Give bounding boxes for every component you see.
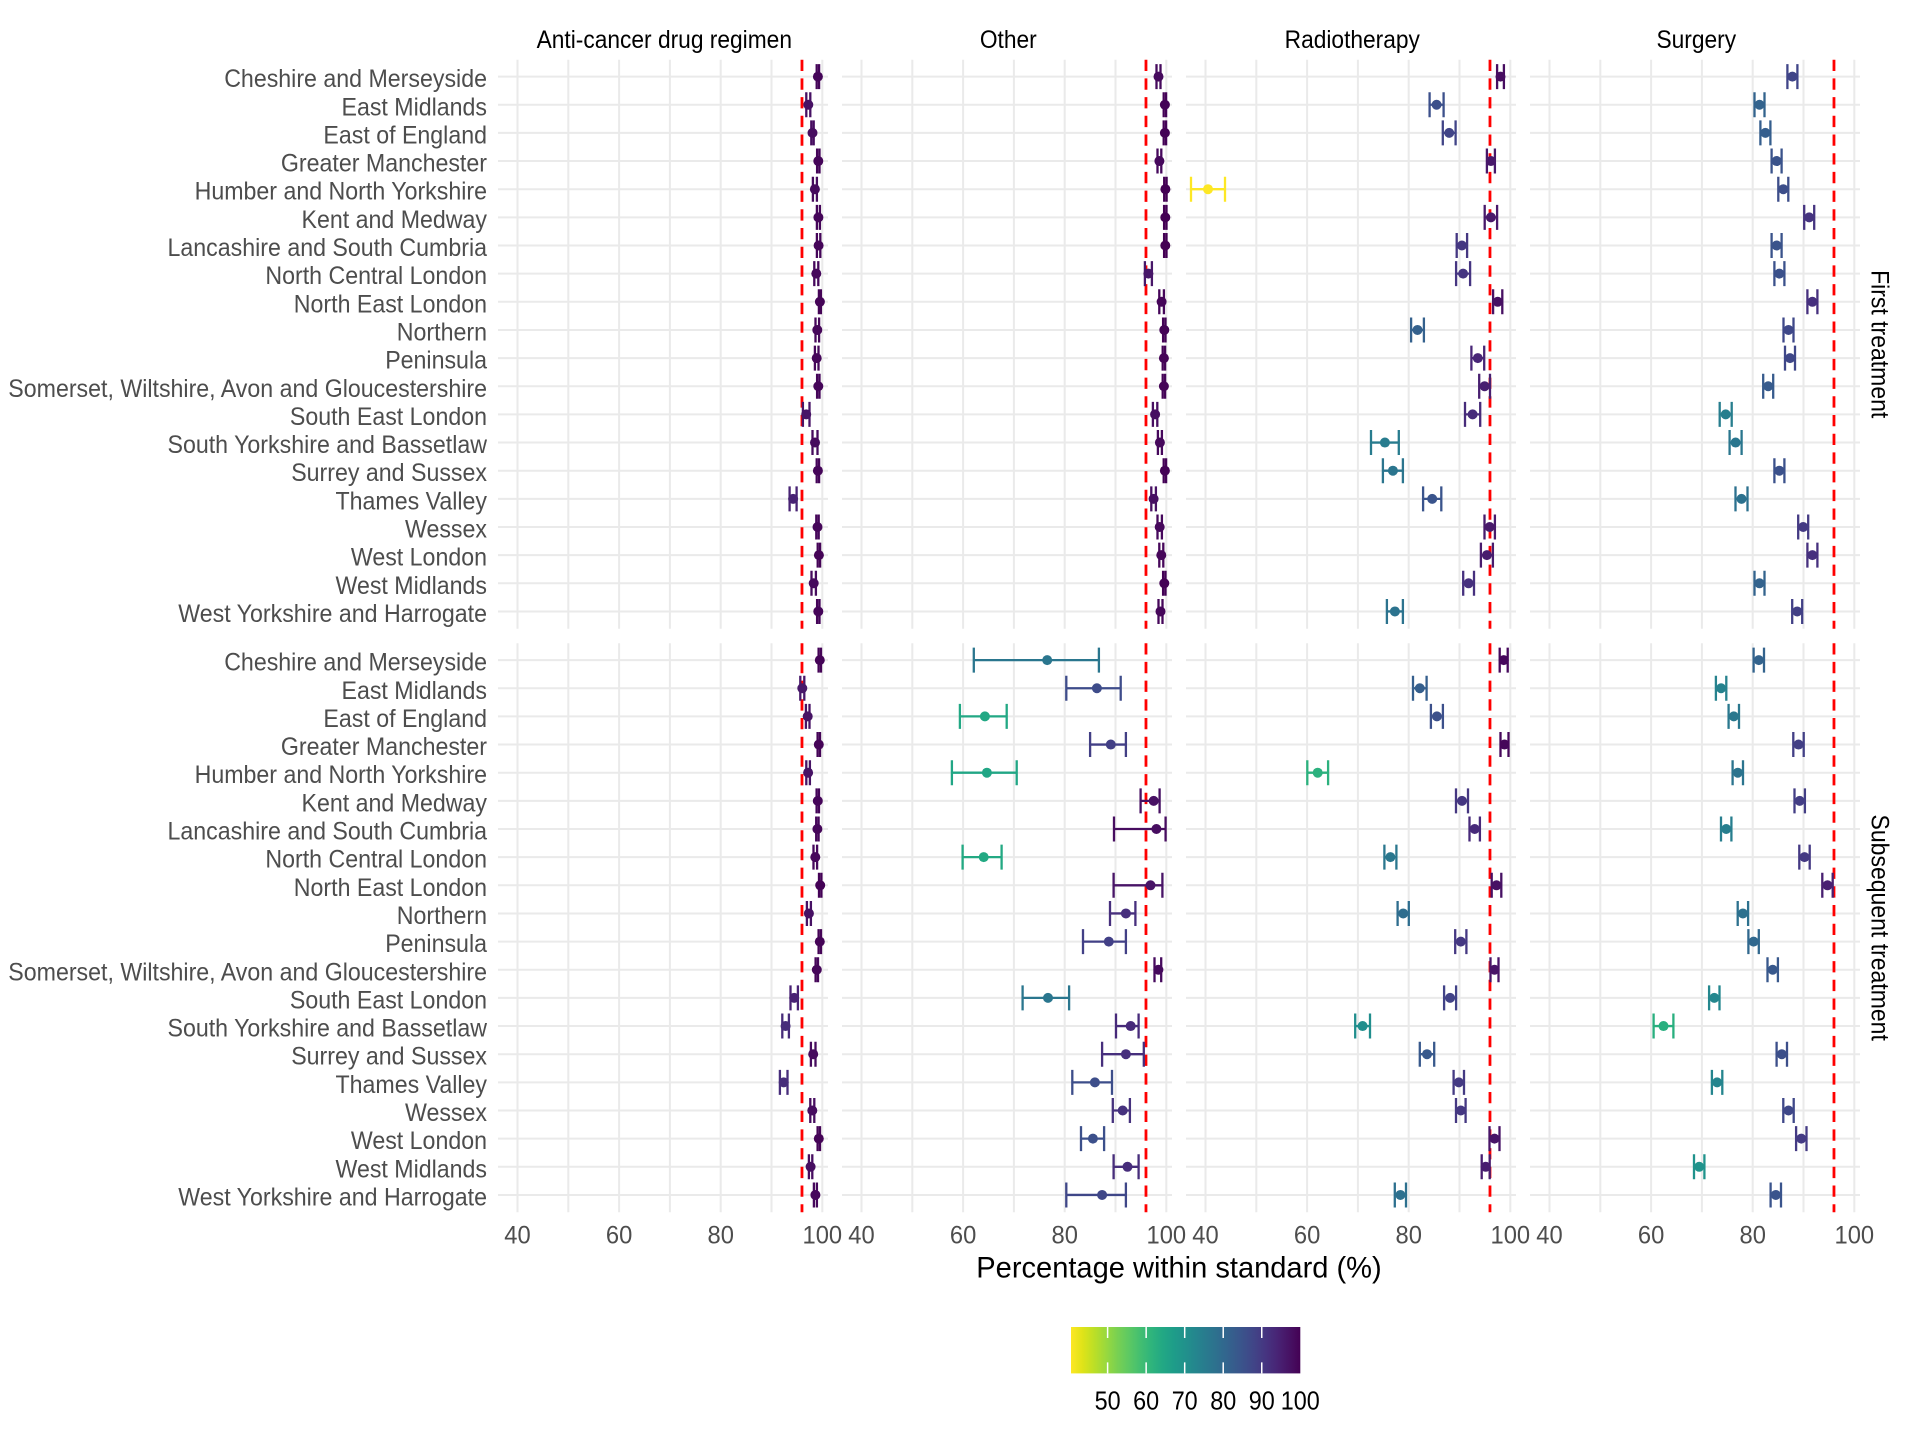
svg-text:Northern: Northern [397, 902, 487, 930]
svg-text:Wessex: Wessex [405, 516, 487, 544]
svg-text:Anti-cancer drug regimen: Anti-cancer drug regimen [537, 26, 792, 54]
svg-text:Wessex: Wessex [405, 1099, 487, 1127]
svg-text:East of England: East of England [323, 705, 487, 733]
svg-text:Humber and North Yorkshire: Humber and North Yorkshire [195, 178, 487, 206]
svg-text:North Central London: North Central London [265, 846, 487, 874]
svg-text:70: 70 [1172, 1386, 1198, 1416]
svg-text:Lancashire and South Cumbria: Lancashire and South Cumbria [168, 234, 488, 262]
svg-text:West Yorkshire and Harrogate: West Yorkshire and Harrogate [178, 600, 487, 628]
svg-text:60: 60 [1294, 1222, 1320, 1250]
svg-text:Somerset, Wiltshire, Avon and: Somerset, Wiltshire, Avon and Gloucester… [8, 375, 487, 403]
svg-text:40: 40 [848, 1222, 874, 1250]
svg-text:West London: West London [351, 544, 487, 572]
svg-text:West Midlands: West Midlands [336, 1155, 488, 1183]
svg-text:Greater Manchester: Greater Manchester [281, 150, 487, 178]
svg-text:Surgery: Surgery [1656, 26, 1736, 54]
svg-text:South Yorkshire and Bassetlaw: South Yorkshire and Bassetlaw [168, 1015, 488, 1043]
svg-text:40: 40 [1192, 1222, 1218, 1250]
svg-text:60: 60 [1133, 1386, 1159, 1416]
svg-text:40: 40 [1536, 1222, 1562, 1250]
svg-text:100: 100 [803, 1222, 843, 1250]
svg-text:50: 50 [1095, 1386, 1121, 1416]
svg-text:Percentage within standard (%): Percentage within standard (%) [976, 1252, 1381, 1285]
svg-text:Cheshire and Merseyside: Cheshire and Merseyside [224, 65, 487, 93]
svg-text:South Yorkshire and Bassetlaw: South Yorkshire and Bassetlaw [168, 431, 488, 459]
svg-text:100: 100 [1147, 1222, 1187, 1250]
svg-text:Surrey and Sussex: Surrey and Sussex [291, 459, 487, 487]
svg-text:North Central London: North Central London [265, 262, 487, 290]
svg-text:90: 90 [1249, 1386, 1275, 1416]
svg-text:Peninsula: Peninsula [385, 347, 487, 375]
svg-text:60: 60 [1638, 1222, 1664, 1250]
svg-text:Other: Other [980, 26, 1037, 54]
svg-text:Northern: Northern [397, 318, 487, 346]
svg-text:Somerset, Wiltshire, Avon and: Somerset, Wiltshire, Avon and Gloucester… [8, 958, 487, 986]
svg-text:Radiotherapy: Radiotherapy [1285, 26, 1421, 54]
svg-text:Peninsula: Peninsula [385, 930, 487, 958]
svg-text:80: 80 [708, 1222, 734, 1250]
svg-text:40: 40 [504, 1222, 530, 1250]
svg-text:60: 60 [606, 1222, 632, 1250]
svg-text:100: 100 [1491, 1222, 1531, 1250]
svg-text:South East London: South East London [290, 986, 487, 1014]
svg-text:East Midlands: East Midlands [342, 677, 488, 705]
svg-text:80: 80 [1210, 1386, 1236, 1416]
svg-text:80: 80 [1052, 1222, 1078, 1250]
svg-text:Surrey and Sussex: Surrey and Sussex [291, 1043, 487, 1071]
svg-text:North East London: North East London [294, 290, 487, 318]
svg-text:West Midlands: West Midlands [336, 572, 488, 600]
svg-text:South East London: South East London [290, 403, 487, 431]
svg-text:First treatment: First treatment [1866, 270, 1894, 418]
svg-text:Lancashire and South Cumbria: Lancashire and South Cumbria [168, 818, 488, 846]
svg-text:Cheshire and Merseyside: Cheshire and Merseyside [224, 649, 487, 677]
svg-text:Humber and North Yorkshire: Humber and North Yorkshire [195, 761, 487, 789]
svg-text:West London: West London [351, 1127, 487, 1155]
svg-text:West Yorkshire and Harrogate: West Yorkshire and Harrogate [178, 1183, 487, 1211]
svg-text:80: 80 [1740, 1222, 1766, 1250]
svg-text:100: 100 [1835, 1222, 1875, 1250]
svg-text:100: 100 [1281, 1386, 1320, 1416]
svg-text:North East London: North East London [294, 874, 487, 902]
svg-text:Kent and Medway: Kent and Medway [302, 206, 488, 234]
svg-text:80: 80 [1396, 1222, 1422, 1250]
svg-text:East Midlands: East Midlands [342, 93, 488, 121]
svg-text:Kent and Medway: Kent and Medway [302, 789, 488, 817]
svg-text:Thames Valley: Thames Valley [336, 487, 488, 515]
svg-text:Greater Manchester: Greater Manchester [281, 733, 487, 761]
svg-text:Thames Valley: Thames Valley [336, 1071, 488, 1099]
svg-text:Subsequent treatment: Subsequent treatment [1866, 815, 1894, 1041]
svg-text:East of England: East of England [323, 121, 487, 149]
svg-text:60: 60 [950, 1222, 976, 1250]
